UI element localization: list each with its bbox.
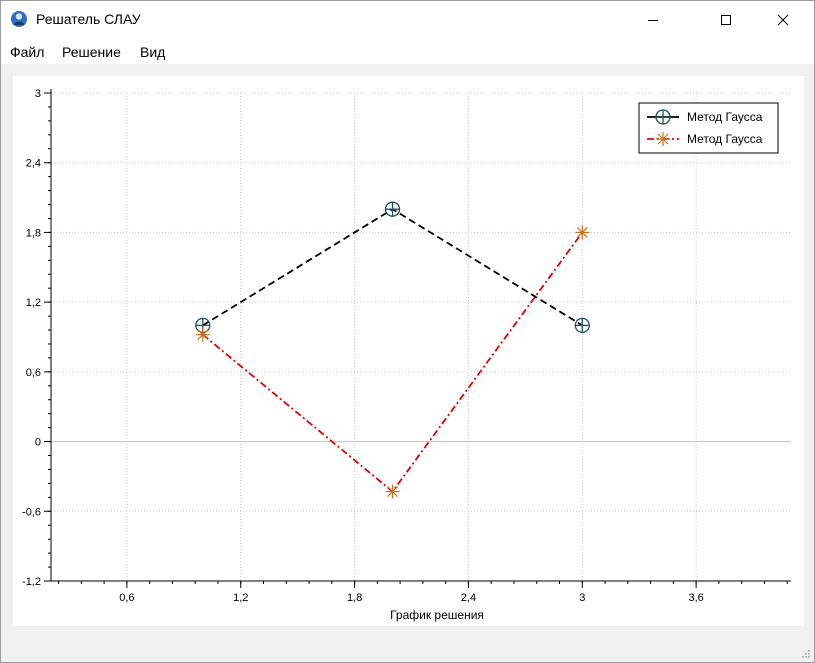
circle-cross-marker <box>384 201 401 217</box>
star-marker <box>575 225 590 240</box>
y-tick-label: 0,6 <box>26 367 41 379</box>
x-tick-label: 0,6 <box>119 592 134 604</box>
plot-panel: 3 2,4 1,8 1,2 0,6 0 -0,6 -1,2 0,6 1,2 1,8 2,4 3 3,6 Гр… <box>13 76 804 626</box>
maximize-icon <box>721 14 731 25</box>
y-tick-label: -0,6 <box>22 506 41 518</box>
minimize-button[interactable] <box>630 1 676 38</box>
data-point <box>574 317 590 334</box>
y-tick-label: 1,2 <box>26 297 41 309</box>
series-line-0 <box>202 208 583 327</box>
star-ray <box>657 133 669 145</box>
close-icon <box>777 14 789 25</box>
legend-label: Метод Гаусса <box>687 110 763 124</box>
menu-solution[interactable]: Решение <box>62 44 121 60</box>
star-marker <box>656 132 670 146</box>
star-marker <box>385 484 400 499</box>
circle-cross-marker <box>655 109 671 125</box>
y-tick-label: 3 <box>35 88 41 100</box>
star-marker <box>195 327 210 342</box>
x-tick-label: 2,4 <box>461 592 476 604</box>
star-ray <box>576 227 588 238</box>
app-logo-icon <box>11 11 27 27</box>
solution-chart: 3 2,4 1,8 1,2 0,6 0 -0,6 -1,2 0,6 1,2 1,8 2,4 3 3,6 Гр… <box>22 88 791 622</box>
x-axis-label: График решения <box>390 608 484 622</box>
y-tick-label: -1,2 <box>22 576 41 588</box>
chart-series <box>195 201 590 499</box>
window-title: Решатель СЛАУ <box>36 11 141 27</box>
x-tick-label: 1,8 <box>347 592 362 604</box>
close-button[interactable] <box>760 1 806 38</box>
y-tick-label: 1,8 <box>26 227 41 239</box>
data-point <box>195 327 210 342</box>
x-tick-label: 3 <box>579 592 585 604</box>
legend-label: Метод Гаусса <box>687 132 763 146</box>
menu-view[interactable]: Вид <box>140 44 166 60</box>
maximize-button[interactable] <box>703 1 749 38</box>
data-point <box>384 201 401 217</box>
chart-grid <box>51 92 791 582</box>
menu-file[interactable]: Файл <box>10 44 45 60</box>
series-line-1 <box>202 231 584 493</box>
minimize-icon <box>648 19 658 21</box>
data-point <box>385 484 400 499</box>
x-tick-label: 1,2 <box>233 592 248 604</box>
chart-axes: 3 2,4 1,8 1,2 0,6 0 -0,6 -1,2 0,6 1,2 1,8 2,4 3 3,6 Гр… <box>22 88 791 622</box>
resize-grip-icon[interactable] <box>800 648 810 658</box>
y-tick-label: 2,4 <box>26 158 41 170</box>
star-ray <box>197 329 209 341</box>
legend-box <box>638 102 779 154</box>
y-tick-label: 0 <box>35 437 41 449</box>
star-ray <box>387 486 398 497</box>
menu-bar: Файл Решение Вид <box>1 38 814 64</box>
chart-legend: Метод Гаусса Метод Гаусса <box>638 102 779 154</box>
x-tick-label: 3,6 <box>688 592 703 604</box>
data-point <box>575 225 590 240</box>
title-bar[interactable]: Решатель СЛАУ <box>1 1 814 38</box>
circle-cross-marker <box>574 317 590 334</box>
